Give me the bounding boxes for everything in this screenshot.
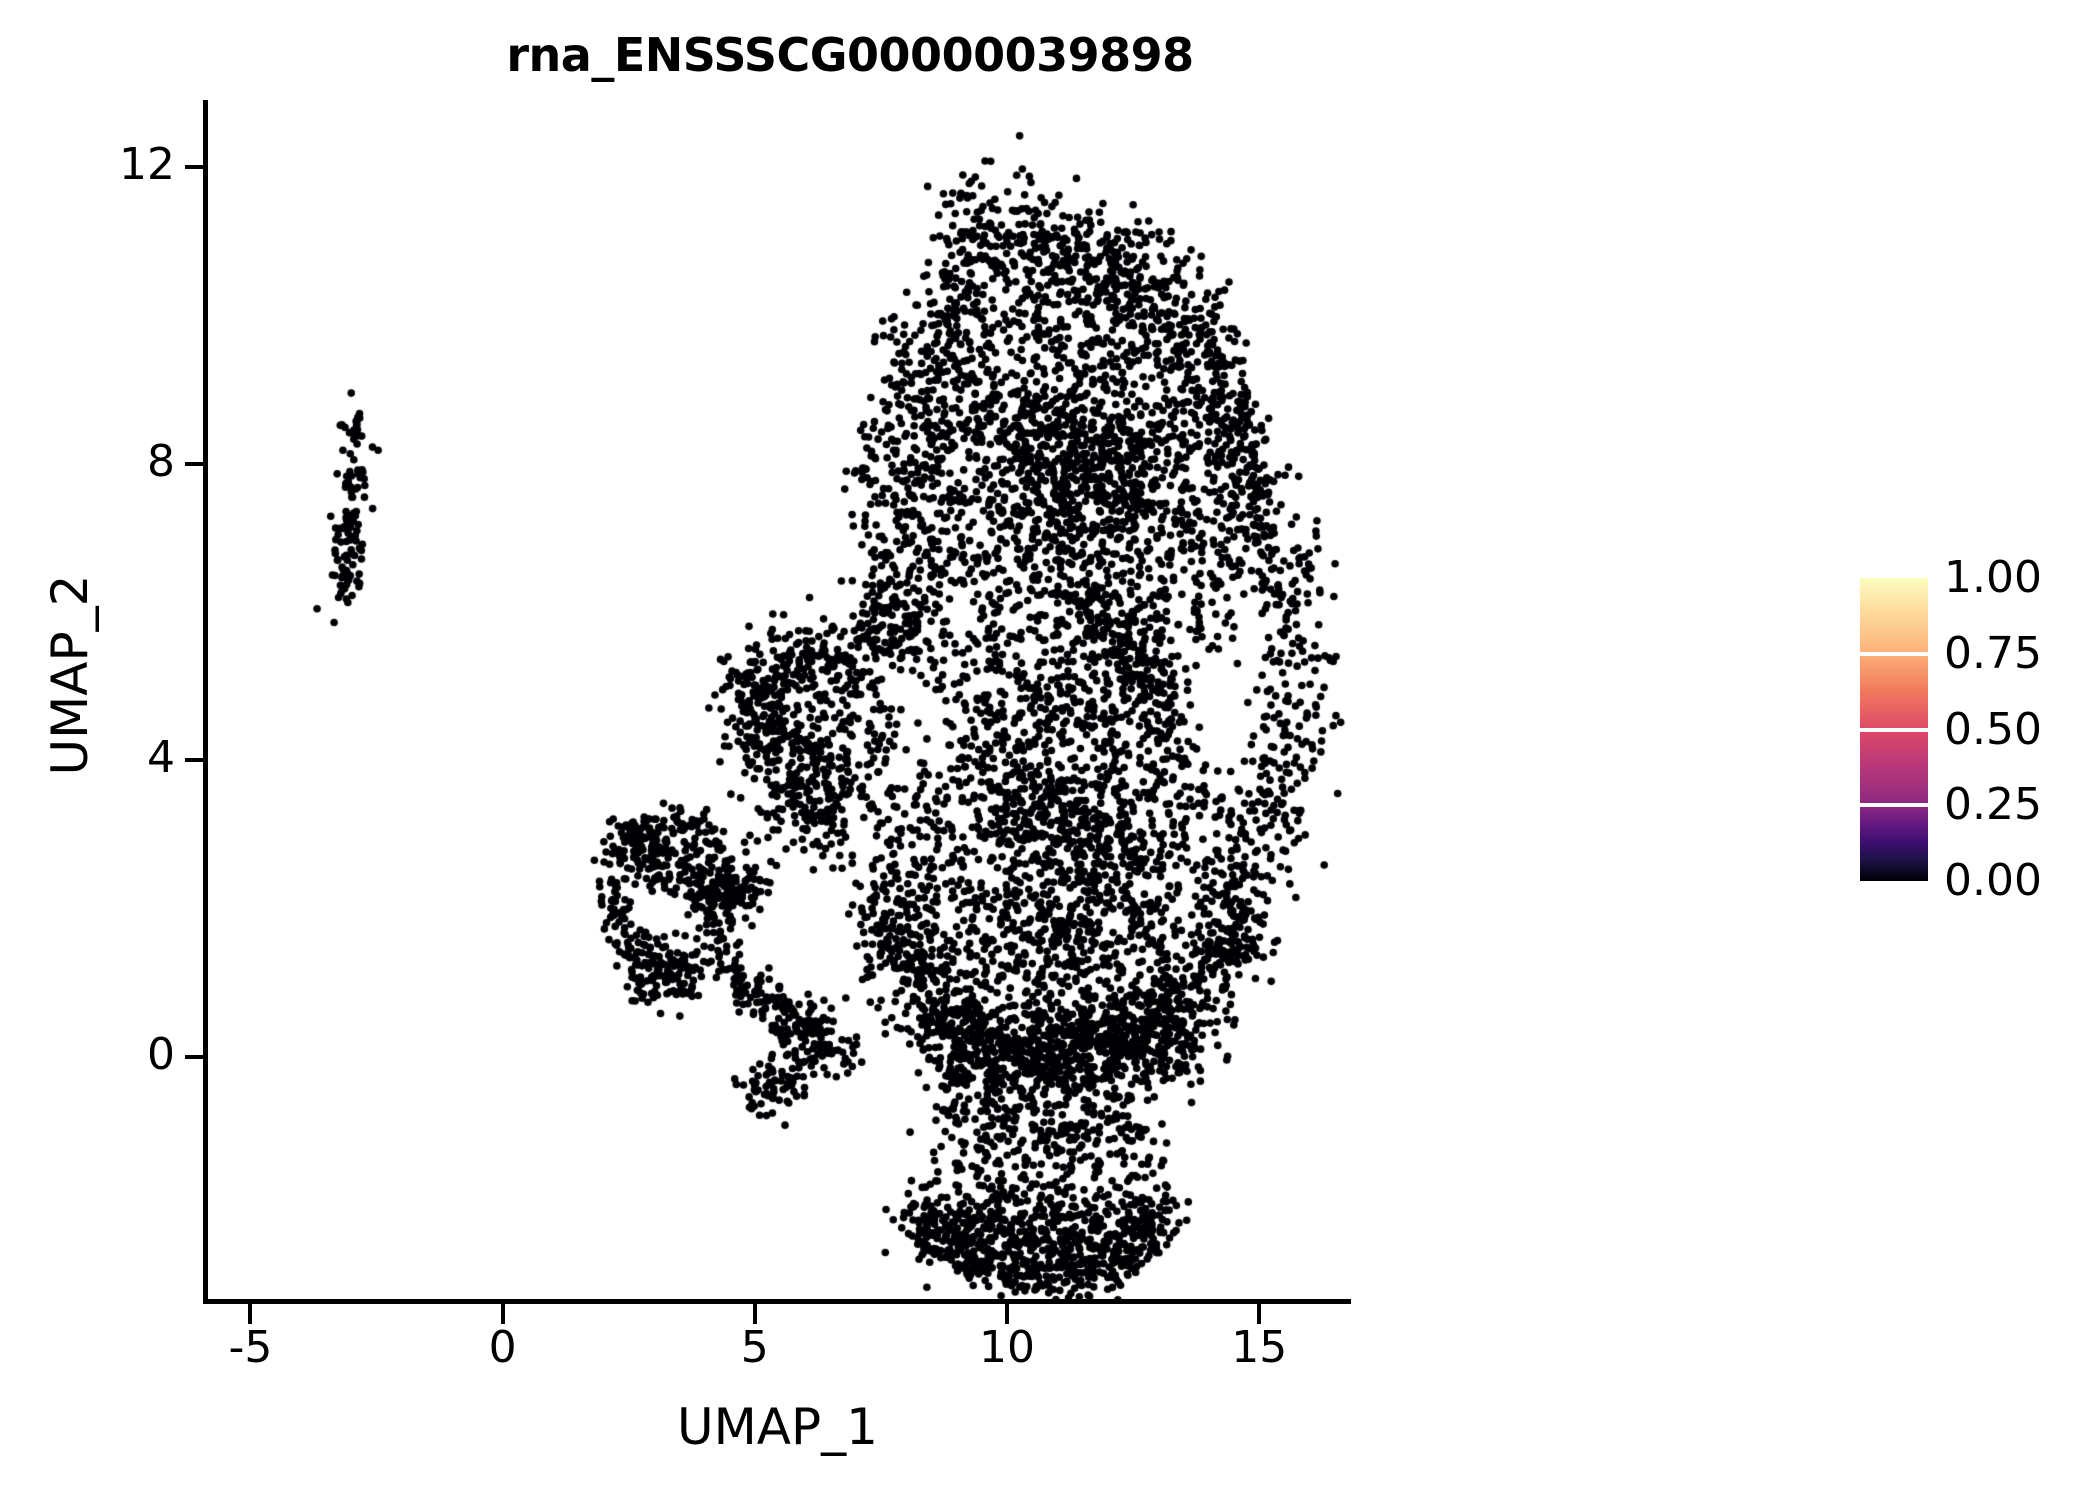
colorbar-tick-label: 0.25 bbox=[1944, 779, 2042, 831]
x-tick-label: 10 bbox=[979, 1322, 1035, 1373]
y-tick-mark bbox=[185, 758, 205, 763]
colorbar-legend: 1.00 0.75 0.50 0.25 0.00 bbox=[1860, 556, 2090, 903]
page-title: rna_ENSSSCG00000039898 bbox=[506, 28, 1194, 82]
colorbar-tick-label: 0.50 bbox=[1944, 703, 2042, 755]
colorbar-tick-mark bbox=[1860, 803, 1928, 808]
y-tick-label: 8 bbox=[147, 435, 175, 487]
x-tick-mark bbox=[1005, 1304, 1009, 1324]
x-tick-mark bbox=[248, 1304, 253, 1324]
y-tick-label: 12 bbox=[119, 138, 175, 190]
x-tick-label: 15 bbox=[1231, 1322, 1288, 1373]
y-axis-title: UMAP_2 bbox=[41, 574, 99, 776]
x-axis-title: UMAP_1 bbox=[677, 1398, 878, 1456]
x-tick-mark bbox=[500, 1304, 505, 1324]
x-tick-label: 5 bbox=[740, 1322, 769, 1373]
plot-panel bbox=[205, 100, 1350, 1302]
y-axis-line bbox=[203, 100, 208, 1304]
y-tick-mark bbox=[185, 1055, 205, 1060]
y-tick-mark bbox=[185, 164, 205, 169]
x-axis-line bbox=[203, 1299, 1351, 1304]
x-tick-mark bbox=[752, 1304, 757, 1324]
colorbar-tick-mark bbox=[1860, 651, 1928, 656]
colorbar-tick-mark bbox=[1860, 727, 1928, 732]
y-axis-tick-labels: 0 4 8 12 bbox=[60, 0, 175, 1500]
y-tick-mark bbox=[185, 461, 205, 466]
y-tick-label: 4 bbox=[147, 732, 175, 784]
colorbar-tick-label: 1.00 bbox=[1944, 552, 2042, 603]
x-tick-mark bbox=[1257, 1304, 1262, 1324]
x-tick-label: -5 bbox=[228, 1322, 273, 1373]
colorbar-tick-label: 0.00 bbox=[1944, 855, 2042, 906]
colorbar-tick-label: 0.75 bbox=[1944, 627, 2042, 679]
scatter-plot-canvas bbox=[205, 100, 1350, 1302]
x-tick-label: 0 bbox=[488, 1322, 517, 1373]
y-tick-label: 0 bbox=[147, 1029, 175, 1081]
